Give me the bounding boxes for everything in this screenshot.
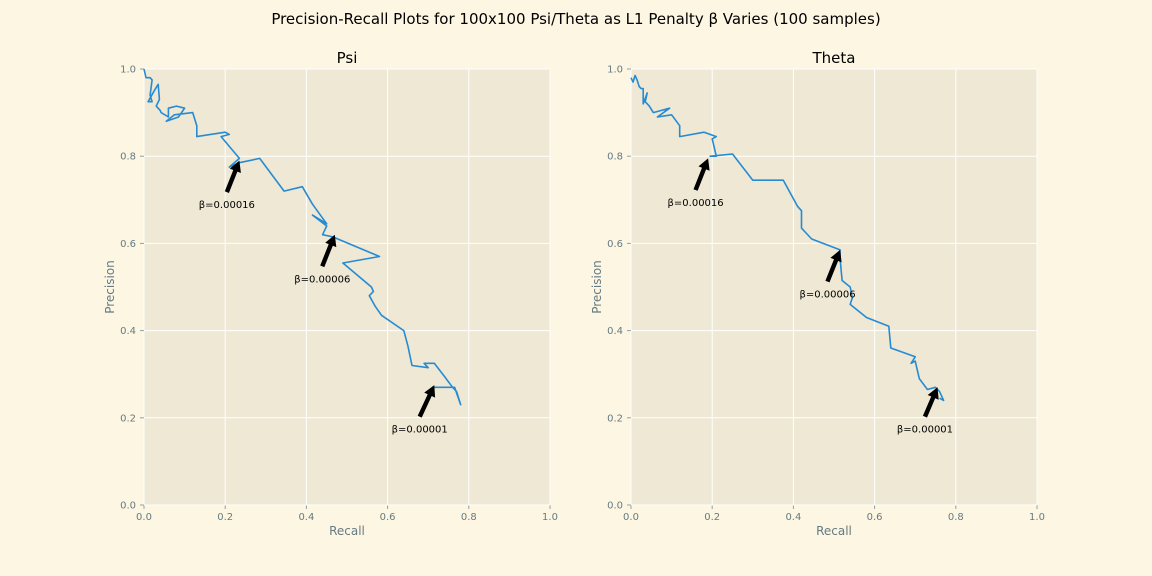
psi-x-tick-label: 0.2 [217, 512, 233, 523]
psi-y-tick-label: 1.0 [120, 65, 136, 76]
theta-panel-title: Theta [812, 49, 856, 67]
psi-annotation-arrow [320, 234, 337, 268]
psi-x-tick-label: 0.8 [461, 512, 477, 523]
figure-title: Precision-Recall Plots for 100x100 Psi/T… [271, 10, 881, 28]
psi-x-axis-label: Recall [329, 524, 365, 538]
theta-x-tick-label: 1.0 [1029, 512, 1045, 523]
psi-annotation-label: β=0.00001 [392, 425, 448, 436]
psi-panel-title: Psi [337, 49, 358, 67]
theta-y-tick-label: 0.2 [607, 413, 623, 424]
theta-annotation-label: β=0.00016 [668, 198, 724, 209]
psi-annotation-arrow [417, 385, 436, 418]
theta-y-tick-label: 1.0 [607, 65, 623, 76]
theta-y-tick-label: 0.8 [607, 152, 623, 163]
psi-plot-area [144, 69, 550, 505]
psi-x-tick-label: 1.0 [542, 512, 558, 523]
theta-annotation-arrow [825, 249, 842, 283]
theta-x-tick-label: 0.0 [623, 512, 639, 523]
theta-y-tick-label: 0.0 [607, 501, 623, 512]
psi-annotation-label: β=0.00016 [199, 200, 255, 211]
psi-y-tick-label: 0.8 [120, 152, 136, 163]
theta-annotation-arrow [922, 387, 939, 418]
theta-y-tick-label: 0.4 [607, 326, 623, 337]
theta-x-tick-label: 0.8 [948, 512, 964, 523]
psi-x-tick-label: 0.4 [298, 512, 314, 523]
theta-x-tick-label: 0.4 [785, 512, 801, 523]
theta-y-tick-label: 0.6 [607, 239, 623, 250]
theta-x-tick-label: 0.6 [867, 512, 883, 523]
theta-y-axis-label: Precision [590, 260, 604, 314]
theta-annotation-label: β=0.00001 [897, 425, 953, 436]
theta-annotation-label: β=0.00006 [799, 290, 855, 301]
theta-x-tick-label: 0.2 [704, 512, 720, 523]
psi-y-axis-label: Precision [103, 260, 117, 314]
theta-pr-line [630, 74, 945, 402]
psi-x-tick-label: 0.6 [380, 512, 396, 523]
theta-x-axis-label: Recall [816, 524, 852, 538]
theta-annotation-arrow [693, 158, 710, 191]
psi-annotation-label: β=0.00006 [294, 274, 350, 285]
psi-y-tick-label: 0.6 [120, 239, 136, 250]
psi-x-tick-label: 0.0 [136, 512, 152, 523]
theta-plot-area [631, 69, 1037, 505]
psi-y-tick-label: 0.2 [120, 413, 136, 424]
psi-annotation-arrow [224, 160, 241, 193]
psi-y-tick-label: 0.4 [120, 326, 136, 337]
psi-y-tick-label: 0.0 [120, 501, 136, 512]
